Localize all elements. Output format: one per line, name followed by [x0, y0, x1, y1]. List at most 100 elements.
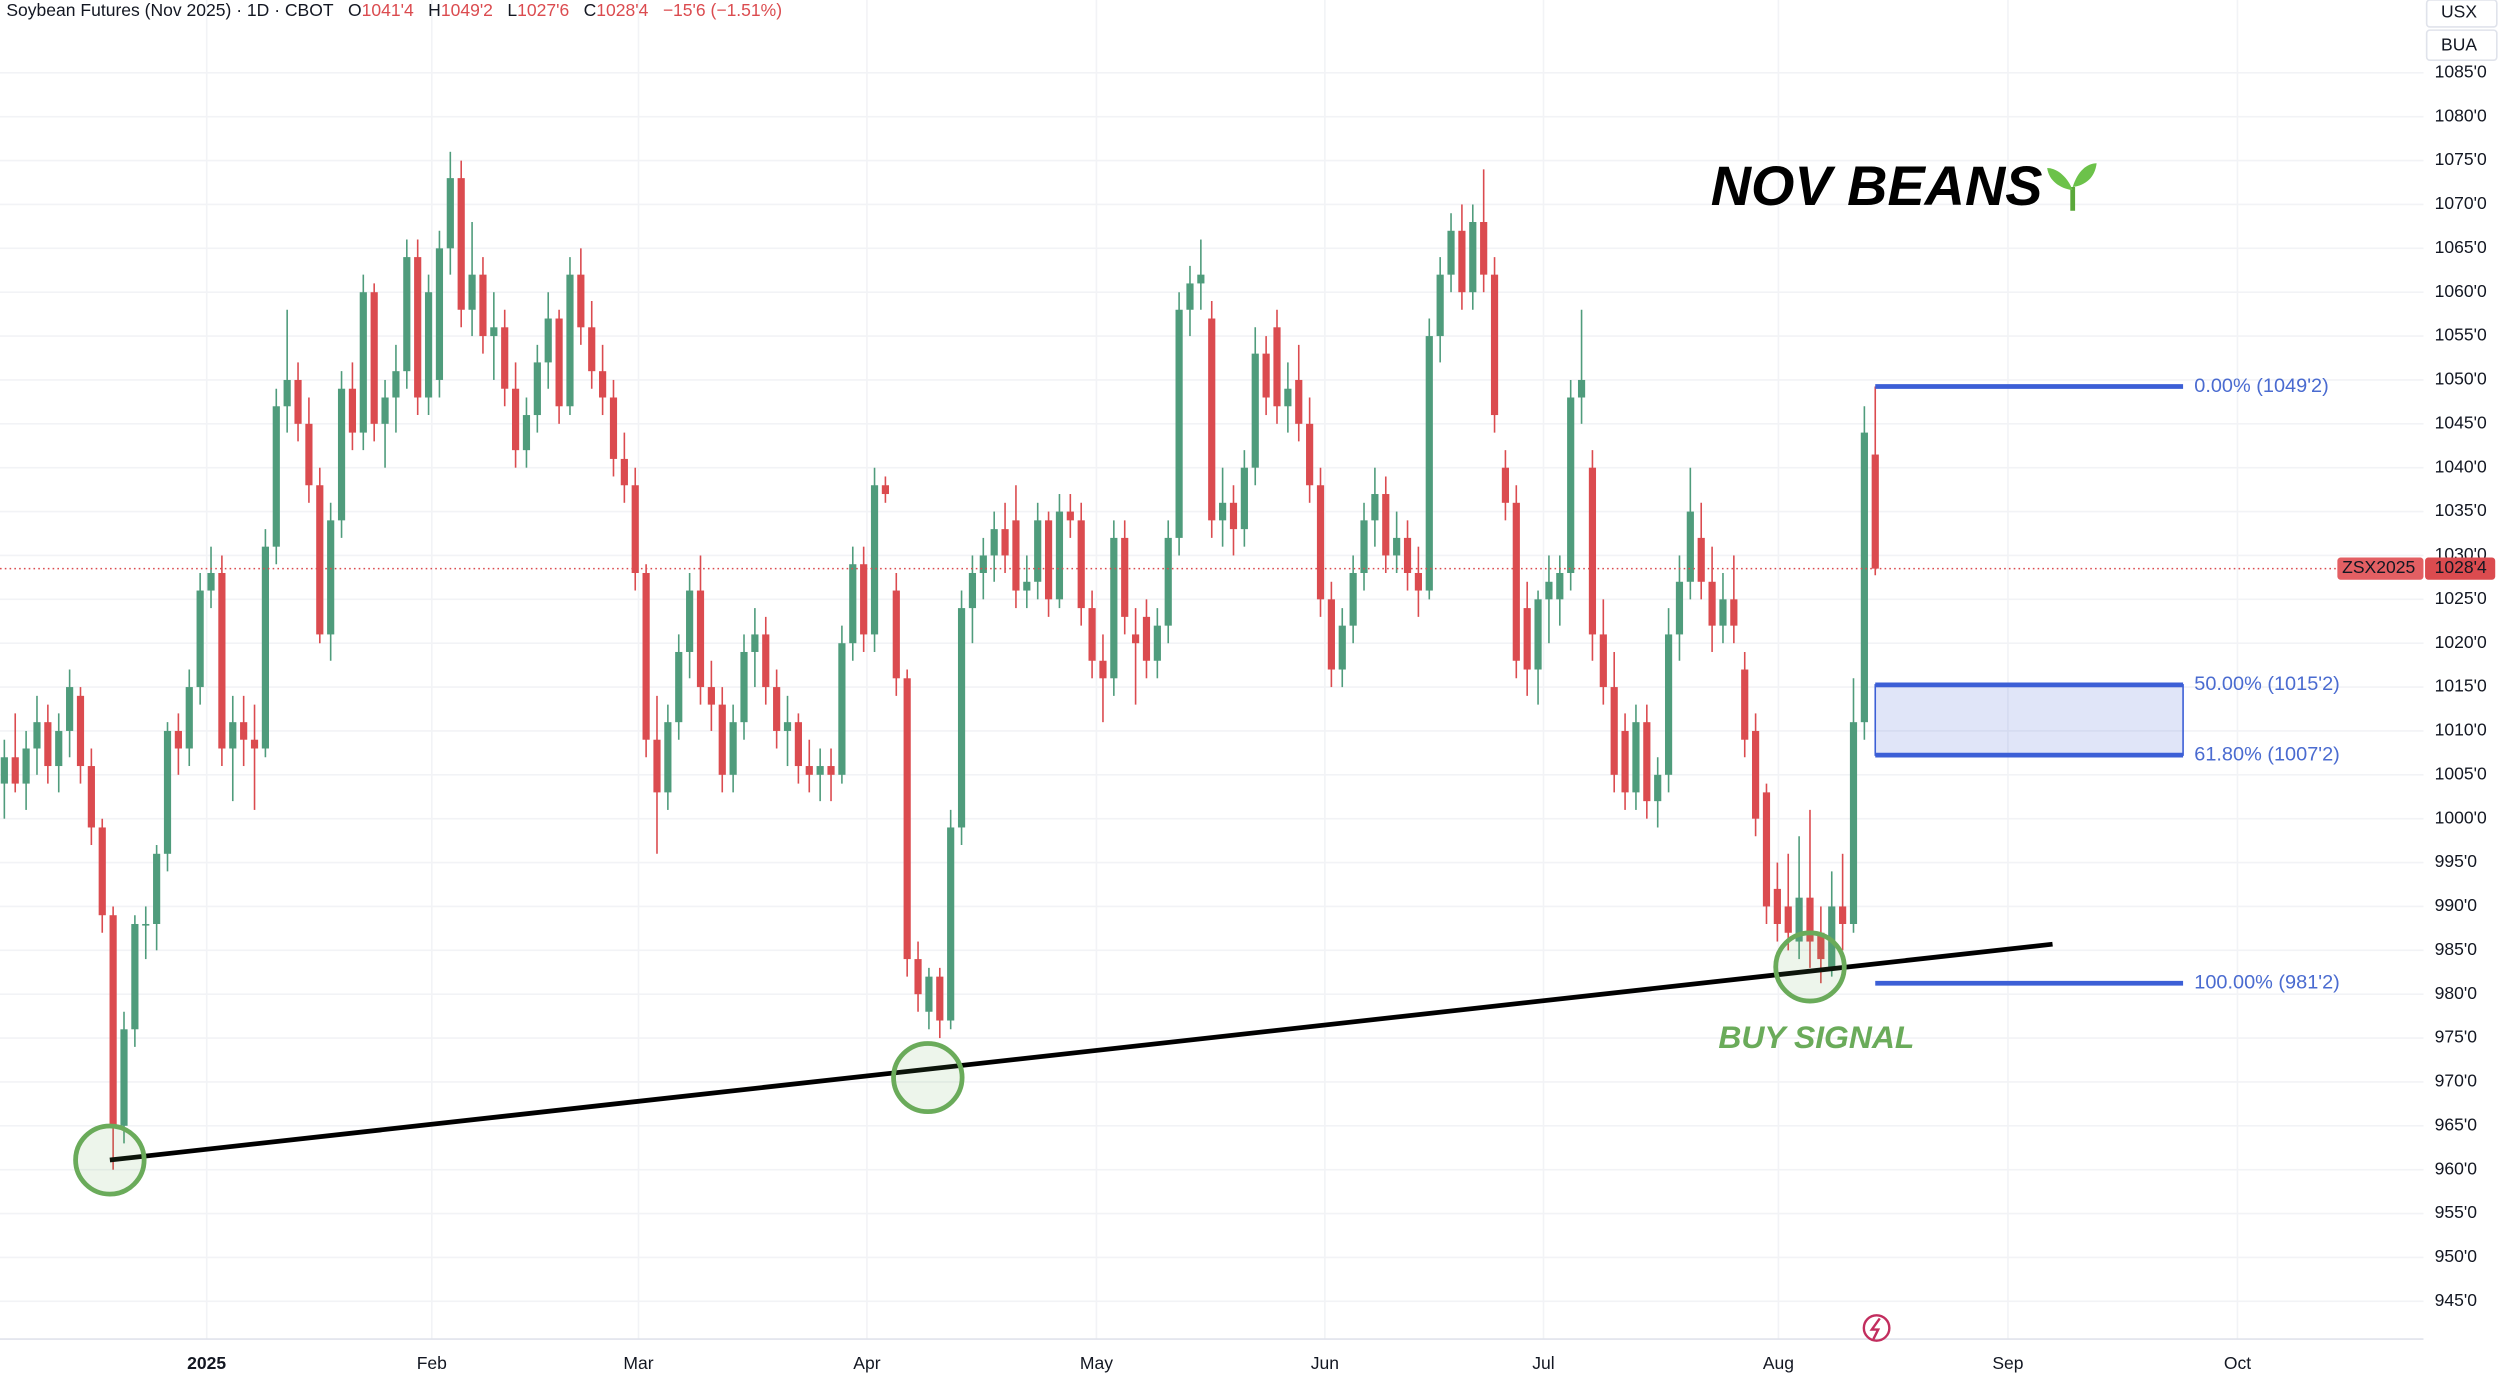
candle-body: [1839, 906, 1847, 924]
candle-body: [1806, 897, 1814, 942]
candle-body: [1784, 906, 1792, 933]
candle-body: [957, 608, 966, 828]
y-tick-label: 1050'0: [2435, 369, 2487, 389]
fib-zone: [1874, 684, 2184, 756]
candle-body: [729, 722, 737, 775]
y-tick-label: 1040'0: [2435, 456, 2487, 476]
ohlc-value: 1041'4: [362, 0, 414, 20]
candle-body: [1632, 722, 1640, 793]
candle-body: [446, 178, 454, 249]
x-tick-label: Oct: [2224, 1353, 2251, 1373]
candle-body: [1719, 599, 1727, 626]
candle-body: [968, 572, 977, 609]
candle-body: [1273, 327, 1281, 407]
candle-body: [327, 520, 335, 635]
candle-body: [870, 485, 879, 635]
candle-body: [479, 274, 487, 337]
y-tick-label: 960'0: [2435, 1158, 2478, 1178]
candle-body: [1240, 467, 1248, 530]
candle-body: [925, 976, 933, 1012]
candle-body: [359, 292, 367, 433]
currency-box[interactable]: [2425, 0, 2498, 28]
candle-body: [229, 722, 237, 749]
candle-body: [457, 178, 465, 310]
candle-body: [1153, 625, 1161, 661]
y-tick-label: 1070'0: [2435, 193, 2487, 213]
candle-body: [1741, 669, 1749, 740]
signal-circle: [891, 1041, 965, 1115]
unit-box[interactable]: [2425, 29, 2498, 62]
candle-body: [1773, 888, 1781, 924]
candle-body: [87, 766, 95, 828]
candle-body: [0, 757, 8, 784]
candle-body: [1436, 274, 1444, 337]
candle-body: [1393, 537, 1401, 556]
change: −15'6 (−1.51%): [663, 0, 782, 20]
candle-body: [403, 257, 411, 372]
candle-body: [98, 827, 106, 916]
candle-body: [860, 564, 868, 635]
candle-body: [783, 722, 792, 731]
candle-body: [1316, 485, 1325, 600]
y-tick-label: 980'0: [2435, 983, 2478, 1003]
candle-body: [947, 827, 955, 1021]
candle-body: [468, 274, 476, 310]
candle-body: [1066, 511, 1074, 521]
candle-body: [272, 406, 280, 547]
unit[interactable]: BUA: [2441, 35, 2477, 55]
candle-body: [66, 687, 74, 731]
candle-body: [892, 590, 900, 679]
candle-body: [1447, 230, 1455, 275]
y-tick-label: 1035'0: [2435, 500, 2487, 520]
candle-body: [414, 257, 422, 398]
x-tick-label: 2025: [187, 1353, 226, 1373]
candle-body: [153, 853, 161, 924]
candle-body: [109, 915, 117, 1126]
x-tick-label: Jul: [1532, 1353, 1554, 1373]
candle-body: [1849, 722, 1858, 924]
candle-body: [33, 722, 41, 749]
candle-body: [794, 722, 802, 767]
candle-body: [1251, 353, 1259, 468]
x-tick-label: Apr: [853, 1353, 880, 1373]
candle-body: [1295, 379, 1303, 424]
candle-body: [490, 327, 498, 337]
candle-body: [522, 415, 531, 451]
candle-body: [174, 730, 182, 749]
y-tick-label: 1060'0: [2435, 281, 2487, 301]
candle-body: [305, 423, 313, 486]
candle-body: [675, 651, 683, 723]
candle-body: [240, 722, 248, 740]
candle-body: [1197, 274, 1205, 284]
candle-body: [664, 722, 672, 793]
candle-body: [294, 379, 302, 424]
candle-body: [1490, 274, 1499, 416]
candle-body: [1501, 467, 1510, 503]
y-tick-label: 1015'0: [2435, 676, 2487, 696]
candle-body: [142, 923, 150, 926]
candle-body: [903, 678, 911, 960]
candle-body: [533, 362, 541, 416]
candle-body: [1349, 572, 1357, 626]
symbol: Soybean Futures (Nov 2025) · 1D · CBOT: [6, 0, 334, 20]
candle-body: [1142, 616, 1151, 661]
candle-body: [1621, 730, 1629, 793]
candle-body: [22, 748, 30, 784]
candle-body: [696, 590, 705, 688]
price-tag: [2425, 557, 2496, 580]
currency[interactable]: USX: [2441, 1, 2477, 21]
candle-body: [1534, 599, 1542, 670]
candle-body: [1828, 906, 1836, 968]
y-tick-label: 1020'0: [2435, 632, 2487, 652]
candle-body: [1458, 230, 1466, 293]
tv-icon[interactable]: [1862, 1314, 1891, 1342]
candle-body: [990, 529, 998, 556]
candle-body: [370, 292, 378, 424]
candle-body: [1643, 722, 1651, 802]
candle-body: [979, 555, 987, 573]
y-tick-label: 950'0: [2435, 1246, 2478, 1266]
candle-body: [1327, 599, 1335, 670]
ohlc-key: L: [507, 0, 517, 20]
candle-body: [1480, 222, 1488, 275]
